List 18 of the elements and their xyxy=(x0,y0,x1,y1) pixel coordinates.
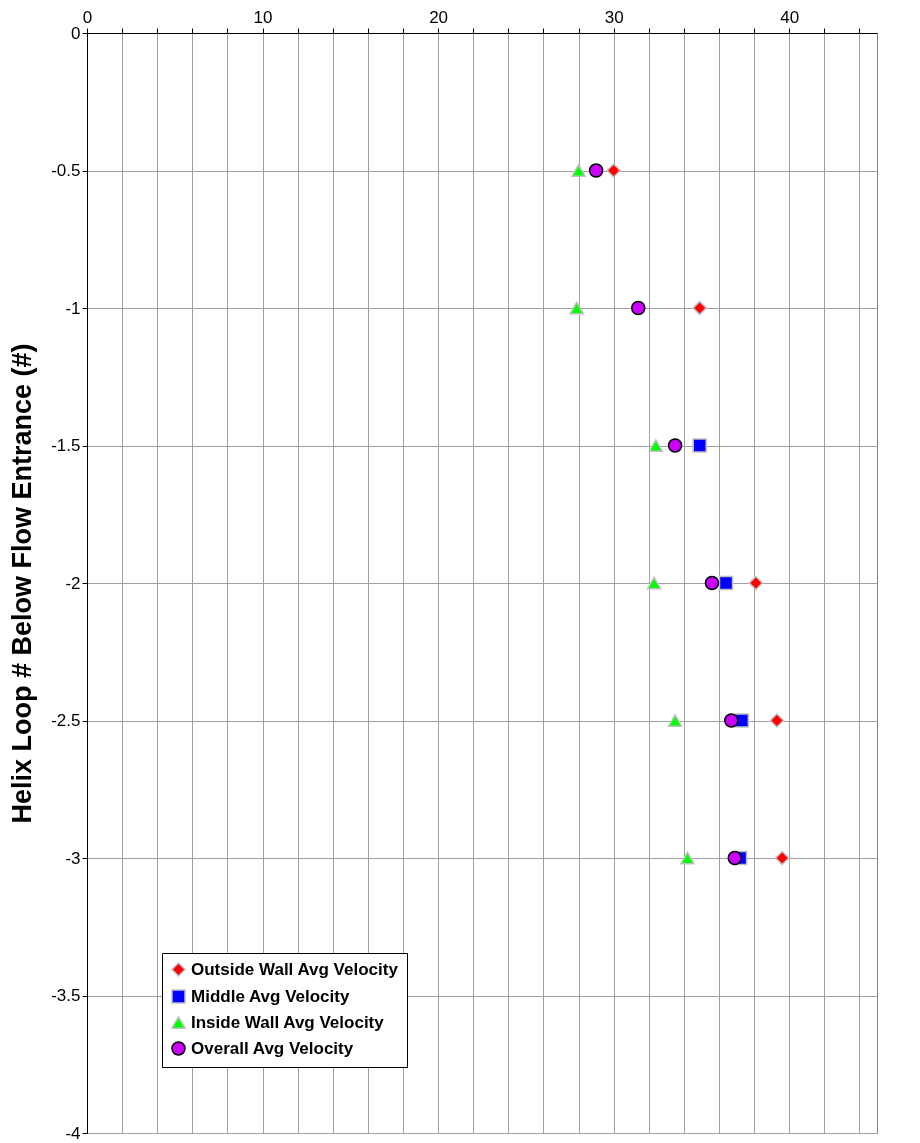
y-tick-label: -2 xyxy=(65,573,81,593)
y-tick-label: -1.5 xyxy=(51,436,81,455)
legend-label: Inside Wall Avg Velocity xyxy=(191,1012,385,1032)
y-tick-label: -0.5 xyxy=(51,161,81,180)
x-tick-label: 20 xyxy=(429,7,449,27)
y-axis-title: Helix Loop # Below Flow Entrance (#) xyxy=(7,343,38,824)
legend-label: Middle Avg Velocity xyxy=(191,986,350,1006)
x-tick-label: 40 xyxy=(780,7,800,27)
x-tick-label: 30 xyxy=(604,7,624,27)
y-tick-label: -3.5 xyxy=(51,986,81,1005)
y-tick-label: -1 xyxy=(65,298,81,318)
x-tick-label: 10 xyxy=(253,7,273,27)
legend-label: Overall Avg Velocity xyxy=(191,1038,354,1058)
y-tick-label: -3 xyxy=(65,848,81,868)
y-tick-label: 0 xyxy=(71,23,81,43)
legend-label: Outside Wall Avg Velocity xyxy=(191,959,399,979)
y-tick-label: -2.5 xyxy=(51,711,81,730)
y-tick-label: -4 xyxy=(65,1123,81,1143)
